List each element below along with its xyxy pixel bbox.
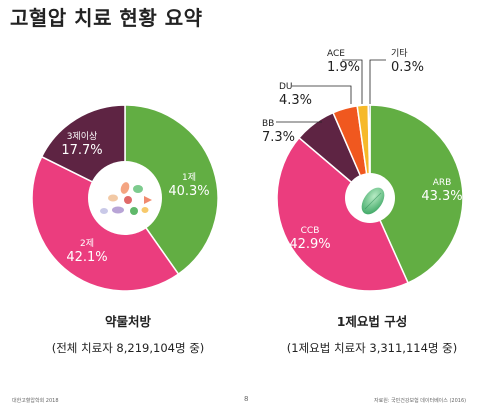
- pie-slice-1제: [124, 104, 219, 276]
- slice-name-label: 기타: [391, 48, 408, 59]
- slice-value-label: 40.3%: [168, 184, 209, 199]
- slice-value-label: 17.7%: [61, 143, 102, 158]
- slice-value-label: 7.3%: [262, 130, 295, 145]
- pills-icon: [100, 182, 152, 215]
- slice-name-label: 2제: [80, 238, 94, 249]
- page-number: 8: [244, 395, 249, 403]
- slice-name-label: ACE: [327, 49, 345, 59]
- slice-name-label: 1제: [182, 172, 196, 183]
- slice-name-label: ARB: [433, 178, 452, 188]
- page-title: 고혈압 치료 현황 요약: [10, 6, 203, 30]
- slice-value-label: 1.9%: [327, 60, 360, 75]
- caption-monotherapy: 1제요법 구성 (1제요법 치료자 3,311,114명 중): [272, 311, 472, 356]
- chart-title: 약물처방: [104, 314, 151, 329]
- slice-name-label: BB: [262, 119, 274, 129]
- chart-subtitle: (전체 치료자 8,219,104명 중): [51, 341, 205, 355]
- slice-name-label: 3제이상: [67, 131, 98, 142]
- slice-value-label: 42.9%: [289, 237, 330, 252]
- slice-value-label: 0.3%: [391, 60, 424, 75]
- leader-line: [369, 59, 386, 104]
- slice-value-label: 4.3%: [279, 93, 312, 108]
- caption-prescription: 약물처방 (전체 치료자 8,219,104명 중): [28, 311, 228, 356]
- chart-subtitle: (1제요법 치료자 3,311,114명 중): [286, 341, 458, 355]
- leader-line: [292, 85, 352, 104]
- pie-slice-CCB: [276, 136, 409, 292]
- chart-title: 1제요법 구성: [336, 314, 408, 329]
- slice-value-label: 42.1%: [66, 250, 107, 265]
- slice-name-label: DU: [279, 82, 293, 92]
- slice-name-label: CCB: [301, 226, 320, 236]
- pie-slice-ARB: [369, 104, 464, 284]
- footer-left: 대한고혈압학회 2018: [12, 398, 59, 404]
- pill-icon: [361, 187, 385, 215]
- slice-value-label: 43.3%: [421, 189, 462, 204]
- footer-right: 자료원: 국민건강보험 데이터베이스 (2016): [374, 398, 467, 404]
- leader-line: [342, 59, 363, 104]
